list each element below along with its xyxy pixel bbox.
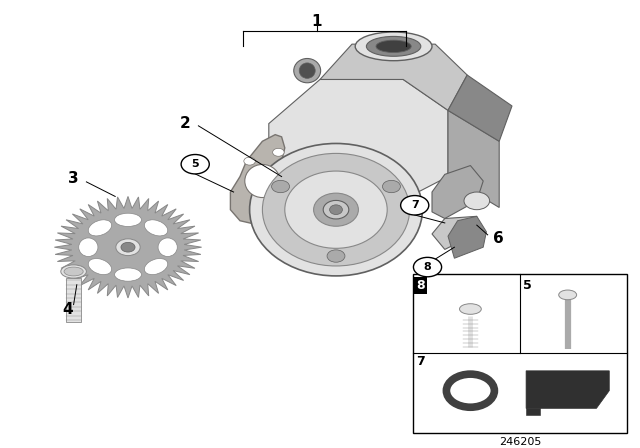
Polygon shape [432,216,477,250]
Polygon shape [54,196,202,298]
Polygon shape [526,371,609,408]
Polygon shape [448,110,499,207]
Text: 5: 5 [523,279,532,292]
Circle shape [413,257,442,277]
Ellipse shape [244,157,255,165]
Ellipse shape [88,220,111,236]
Ellipse shape [330,205,342,215]
Ellipse shape [145,258,168,275]
Ellipse shape [273,148,284,156]
Ellipse shape [327,250,345,262]
Text: 8: 8 [416,279,424,292]
Polygon shape [526,408,540,415]
Text: 5: 5 [191,159,199,169]
Ellipse shape [460,304,481,314]
Text: 6: 6 [493,231,503,246]
Ellipse shape [121,242,135,252]
Text: 2: 2 [180,116,191,131]
Ellipse shape [559,290,577,300]
Ellipse shape [116,239,140,256]
Polygon shape [448,75,512,141]
Text: 7: 7 [416,355,425,368]
Ellipse shape [447,374,495,407]
Ellipse shape [376,40,412,52]
Ellipse shape [271,181,289,193]
Ellipse shape [61,265,86,278]
Ellipse shape [300,63,315,78]
Ellipse shape [367,36,421,56]
Ellipse shape [355,32,432,60]
Polygon shape [269,79,448,203]
Ellipse shape [88,258,111,275]
Ellipse shape [314,193,358,226]
Ellipse shape [115,213,141,226]
Circle shape [401,196,429,215]
Ellipse shape [79,238,98,257]
Ellipse shape [464,192,490,210]
Polygon shape [432,166,483,219]
Polygon shape [230,135,285,225]
Ellipse shape [285,171,387,248]
Ellipse shape [294,59,321,83]
Polygon shape [320,44,467,110]
Circle shape [181,155,209,174]
FancyBboxPatch shape [413,274,627,433]
Text: 4: 4 [62,302,72,317]
Text: 3: 3 [68,171,79,186]
Ellipse shape [250,143,422,276]
Text: 1: 1 [312,14,322,29]
Ellipse shape [244,164,280,198]
Ellipse shape [262,153,410,266]
Ellipse shape [273,206,284,214]
Ellipse shape [64,267,83,276]
Text: 246205: 246205 [499,437,541,447]
Ellipse shape [145,220,168,236]
Polygon shape [66,278,81,322]
Ellipse shape [383,181,401,193]
Ellipse shape [323,200,349,219]
Text: 8: 8 [424,262,431,272]
Polygon shape [448,216,486,258]
Ellipse shape [158,238,177,257]
Ellipse shape [115,268,141,281]
Text: 7: 7 [411,200,419,210]
